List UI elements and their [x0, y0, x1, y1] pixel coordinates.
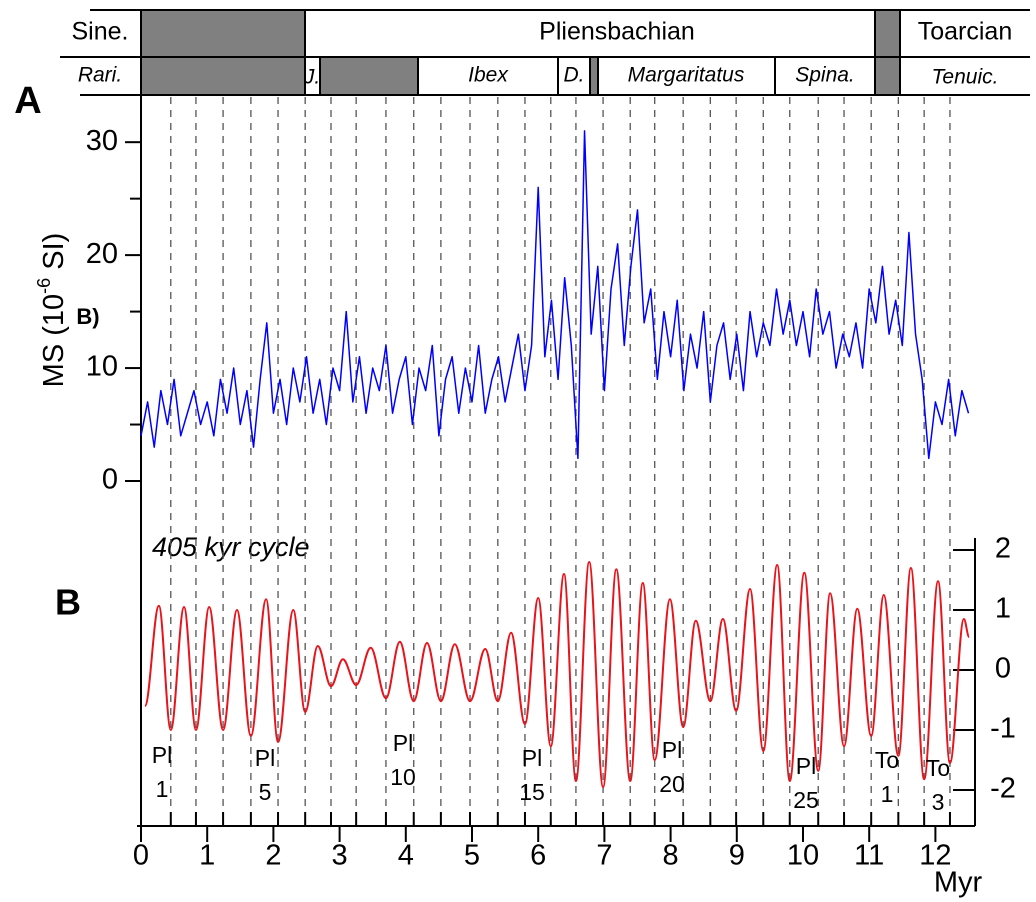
y2-tick-label: 0: [995, 653, 1011, 685]
zone-gap: [140, 56, 306, 96]
stage-label: Pliensbachian: [539, 18, 695, 46]
x-tick-label: 2: [265, 840, 281, 872]
x-tick-label: 0: [133, 840, 149, 872]
stage-label: Toarcian: [918, 18, 1013, 46]
x-tick-label: 7: [596, 840, 612, 872]
x-tick-label: 11: [854, 840, 884, 872]
stray-label: B): [76, 304, 99, 329]
cycle-label: Pl: [393, 730, 413, 756]
series-line: [143, 561, 971, 788]
cycle-label: Pl: [522, 745, 542, 771]
cycle-label: 5: [259, 779, 272, 805]
y-tick-label: 0: [102, 464, 118, 496]
y-tick-label: 20: [86, 238, 118, 270]
cycle-label: 15: [519, 779, 545, 805]
panel-label: A: [14, 80, 41, 122]
x-tick-label: 4: [398, 840, 414, 872]
zone-label: Margaritatus: [628, 64, 745, 87]
x-tick-label: 12: [919, 840, 951, 872]
zone-gap: [589, 56, 599, 96]
y2-tick-label: -1: [990, 713, 1016, 745]
subtitle: 405 kyr cycle: [152, 532, 310, 562]
x-tick-label: 1: [199, 840, 215, 872]
cycle-label: Pl: [662, 737, 682, 763]
zone-gap: [874, 56, 901, 96]
cycle-label: 25: [793, 787, 819, 813]
cycle-label: To: [875, 747, 899, 773]
stratigraphy: [60, 9, 1030, 96]
cycle-label: Pl: [152, 742, 172, 768]
cycle-label: 1: [881, 781, 894, 807]
y-axis-label: MS (10-6 SI): [34, 233, 70, 388]
y-axis-label-part: MS (10: [38, 294, 70, 387]
zone-gap: [319, 56, 419, 96]
y-tick-label: 10: [86, 351, 118, 383]
x-tick-label: 9: [729, 840, 745, 872]
zone-label: Tenuic.: [932, 66, 999, 89]
x-tick-label: 6: [530, 840, 546, 872]
y2-tick-label: 2: [995, 533, 1011, 565]
zone-label: Ibex: [468, 64, 509, 87]
zone-label: Spina.: [795, 64, 855, 87]
y2-tick-label: -2: [990, 773, 1016, 805]
zone-label: D.: [564, 64, 585, 87]
panel-label: B: [55, 582, 81, 623]
cycle-label: Pl: [796, 753, 816, 779]
x-axis-label: Myr: [934, 867, 983, 899]
x-tick-label: 5: [464, 840, 480, 872]
zone-label: Rari.: [78, 64, 122, 87]
y-axis-label-sup: -6: [34, 278, 54, 294]
cycle-label: To: [926, 755, 950, 781]
zone-label: J.: [303, 66, 320, 89]
stage-gap: [140, 9, 306, 58]
x-tick-label: 8: [663, 840, 679, 872]
y2-tick-label: 1: [995, 593, 1011, 625]
x-tick-label: 10: [787, 840, 819, 872]
y-tick-label: 30: [86, 125, 118, 157]
stage-label: Sine.: [72, 18, 129, 46]
cycle-label: 20: [659, 771, 685, 797]
series-line: [140, 130, 970, 460]
y-axis-label-part: SI): [38, 233, 70, 278]
x-tick-label: 3: [332, 840, 348, 872]
cycle-label: 3: [932, 789, 945, 815]
cycle-label: 1: [156, 776, 169, 802]
stage-gap: [874, 9, 901, 58]
cycle-label: Pl: [255, 745, 275, 771]
cycle-label: 10: [390, 764, 416, 790]
